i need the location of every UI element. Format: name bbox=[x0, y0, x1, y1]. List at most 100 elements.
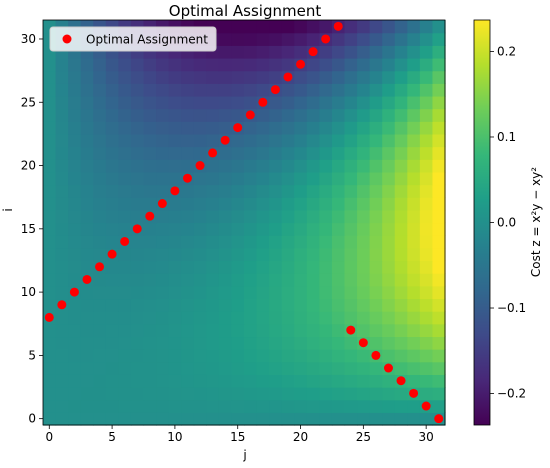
heatmap-cell bbox=[181, 146, 195, 160]
heatmap-cell bbox=[319, 209, 333, 224]
heatmap-cell bbox=[357, 311, 371, 325]
heatmap-cell bbox=[269, 387, 283, 401]
heatmap-cell bbox=[156, 361, 170, 375]
heatmap-cell bbox=[130, 323, 145, 338]
heatmap-cell bbox=[218, 171, 233, 186]
x-tick-label: 25 bbox=[356, 430, 371, 444]
heatmap-cell bbox=[181, 298, 195, 312]
heatmap-cell bbox=[432, 20, 446, 34]
heatmap-cell bbox=[344, 159, 358, 173]
heatmap-cell bbox=[432, 32, 446, 46]
heatmap-cell bbox=[105, 399, 119, 413]
heatmap-cell bbox=[294, 197, 308, 211]
heatmap-cell bbox=[168, 57, 182, 72]
data-point bbox=[120, 236, 130, 246]
heatmap-cell bbox=[319, 285, 333, 300]
heatmap-cell bbox=[93, 209, 107, 224]
heatmap-cell bbox=[80, 387, 94, 401]
heatmap-cell bbox=[43, 197, 57, 211]
heatmap-cell bbox=[181, 209, 195, 224]
heatmap-cell bbox=[407, 133, 421, 148]
heatmap-cell bbox=[105, 70, 119, 84]
heatmap-cell bbox=[156, 95, 170, 110]
heatmap-cell bbox=[281, 95, 295, 110]
heatmap-cell bbox=[193, 133, 207, 148]
heatmap-cell bbox=[357, 171, 371, 186]
heatmap-cell bbox=[143, 121, 157, 135]
data-point bbox=[258, 97, 268, 107]
heatmap-cell bbox=[394, 95, 408, 110]
heatmap-cell bbox=[118, 285, 132, 300]
heatmap-cell bbox=[105, 349, 119, 363]
heatmap-cell bbox=[218, 197, 233, 211]
heatmap-cell bbox=[407, 83, 421, 97]
heatmap-cell bbox=[193, 374, 207, 388]
heatmap-cell bbox=[331, 95, 346, 110]
heatmap-cell bbox=[306, 209, 320, 224]
heatmap-cell bbox=[181, 412, 195, 426]
heatmap-cell bbox=[432, 285, 446, 300]
heatmap-cell bbox=[193, 121, 207, 135]
heatmap-cell bbox=[193, 285, 207, 300]
heatmap-cell bbox=[306, 197, 320, 211]
heatmap-cell bbox=[68, 171, 82, 186]
heatmap-cell bbox=[218, 285, 233, 300]
heatmap-cell bbox=[394, 159, 408, 173]
heatmap-cell bbox=[294, 247, 308, 262]
heatmap-cell bbox=[143, 171, 157, 186]
heatmap-cell bbox=[394, 336, 408, 350]
heatmap-cell bbox=[269, 184, 283, 198]
heatmap-cell bbox=[156, 298, 170, 312]
heatmap-cell bbox=[331, 374, 346, 388]
heatmap-cell bbox=[432, 133, 446, 148]
heatmap-cell bbox=[55, 412, 69, 426]
colorbar-tick-label: 0.2 bbox=[497, 44, 516, 58]
heatmap-cell bbox=[218, 374, 233, 388]
heatmap-cell bbox=[432, 298, 446, 312]
heatmap-cell bbox=[419, 298, 434, 312]
heatmap-cell bbox=[331, 184, 346, 198]
heatmap-cell bbox=[130, 311, 145, 325]
heatmap-cell bbox=[68, 273, 82, 287]
heatmap-cell bbox=[256, 412, 270, 426]
heatmap-cell bbox=[156, 311, 170, 325]
heatmap-cell bbox=[419, 209, 434, 224]
heatmap-cell bbox=[231, 412, 245, 426]
heatmap-cell bbox=[43, 121, 57, 135]
heatmap-cell bbox=[244, 57, 258, 72]
heatmap-cell bbox=[93, 108, 107, 122]
heatmap-cell bbox=[193, 273, 207, 287]
heatmap-cell bbox=[407, 285, 421, 300]
heatmap-cell bbox=[244, 70, 258, 84]
heatmap-cell bbox=[394, 247, 408, 262]
heatmap-cell bbox=[344, 57, 358, 72]
heatmap-cell bbox=[432, 323, 446, 338]
heatmap-cell bbox=[419, 273, 434, 287]
heatmap-cell bbox=[432, 311, 446, 325]
heatmap-cell bbox=[231, 83, 245, 97]
heatmap-cell bbox=[231, 70, 245, 84]
heatmap-cell bbox=[369, 311, 383, 325]
heatmap-cell bbox=[218, 20, 233, 34]
heatmap-cell bbox=[269, 374, 283, 388]
heatmap-cell bbox=[419, 20, 434, 34]
heatmap-cell bbox=[206, 298, 220, 312]
heatmap-cell bbox=[55, 311, 69, 325]
heatmap-cell bbox=[407, 171, 421, 186]
heatmap-cell bbox=[206, 374, 220, 388]
heatmap-cell bbox=[369, 298, 383, 312]
heatmap-cell bbox=[244, 336, 258, 350]
heatmap-cell bbox=[256, 121, 270, 135]
heatmap-cell bbox=[382, 399, 396, 413]
heatmap-cell bbox=[269, 121, 283, 135]
heatmap-cell bbox=[294, 336, 308, 350]
heatmap-cell bbox=[382, 311, 396, 325]
heatmap-cell bbox=[168, 387, 182, 401]
data-point bbox=[283, 72, 293, 82]
heatmap-cell bbox=[344, 298, 358, 312]
heatmap-cell bbox=[93, 133, 107, 148]
heatmap-cell bbox=[105, 260, 119, 274]
heatmap-cell bbox=[193, 146, 207, 160]
heatmap-cell bbox=[331, 285, 346, 300]
heatmap-cell bbox=[68, 374, 82, 388]
